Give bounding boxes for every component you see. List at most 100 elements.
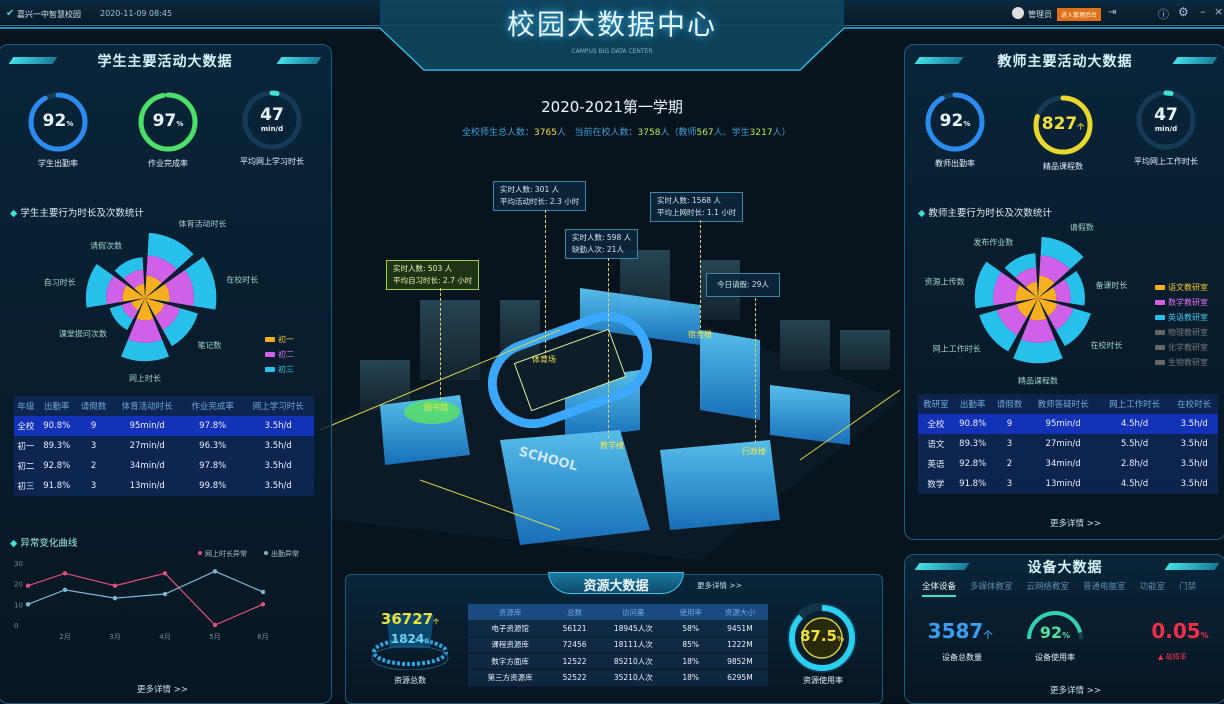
close-icon[interactable]: × [1214, 5, 1224, 18]
data-point[interactable] [260, 602, 266, 607]
data-point[interactable] [112, 583, 118, 588]
rose-segment[interactable] [85, 263, 114, 308]
device-tab[interactable]: 云网络教室 [1026, 582, 1070, 592]
rose-segment[interactable] [146, 255, 177, 283]
rose-segment[interactable] [121, 302, 139, 320]
table-row[interactable]: 电子资源馆 56121 18945人次 58% 9451M [468, 620, 768, 637]
admin-building-callout[interactable]: 今日请假: 29人 [706, 273, 780, 297]
rose-segment[interactable] [131, 298, 145, 311]
help-icon[interactable]: ⓘ [1158, 8, 1169, 21]
rose-segment[interactable] [134, 283, 145, 298]
rose-segment[interactable] [145, 283, 170, 303]
rose-segment[interactable] [1020, 318, 1056, 343]
rose-segment[interactable] [974, 261, 1002, 309]
data-point[interactable] [260, 589, 266, 595]
table-row[interactable]: 初三 91.8% 3 13min/d 99.8% 3.5h/d [14, 476, 314, 496]
rose-segment[interactable] [1016, 298, 1038, 318]
table-row[interactable]: 初二 92.8% 2 34min/d 97.8% 3.5h/d [14, 456, 314, 476]
rose-segment[interactable] [123, 269, 145, 289]
table-row[interactable]: 初一 89.3% 3 27min/d 96.3% 3.5h/d [14, 436, 314, 456]
rose-segment[interactable] [1013, 339, 1063, 364]
device-tab[interactable]: 多媒体教室 [970, 582, 1013, 592]
device-tab[interactable]: 全体设备 [922, 580, 957, 597]
table-row[interactable]: 数字方面库 12522 85210人次 18% 9852M [468, 653, 768, 670]
table-row[interactable]: 全校 90.8% 9 95min/d 4.5h/d 3.5h/d [918, 414, 1218, 434]
gear-icon[interactable]: ⚙ [1178, 5, 1189, 19]
rose-segment[interactable] [1038, 298, 1058, 316]
rose-segment[interactable] [1047, 303, 1074, 331]
rose-segment[interactable] [145, 275, 162, 298]
rose-segment[interactable] [979, 310, 1018, 352]
rose-segment[interactable] [1029, 298, 1047, 321]
rose-segment[interactable] [122, 285, 145, 302]
rose-segment[interactable] [1038, 275, 1055, 298]
library-callout[interactable]: 实时人数: 503 人平均自习时长: 2.7 小时 [386, 260, 480, 290]
rose-segment[interactable] [1015, 285, 1038, 302]
rose-segment[interactable] [1064, 270, 1085, 306]
device-tab[interactable]: 普通电脑室 [1083, 582, 1126, 592]
data-point[interactable] [212, 569, 218, 574]
rose-segment[interactable] [127, 318, 163, 343]
legend-label[interactable]: 物理教研室 [1168, 327, 1208, 337]
more-details-link[interactable]: 更多详情 >> [137, 685, 188, 695]
legend-label[interactable]: 英语教研室 [1168, 312, 1208, 322]
rose-segment[interactable] [996, 304, 1028, 336]
table-row[interactable]: 语文 89.3% 3 27min/d 5.5h/d 3.5h/d [918, 434, 1218, 454]
building-label-stadium[interactable]: 体育场 [532, 355, 556, 364]
table-row[interactable]: 英语 92.8% 2 34min/d 2.8h/d 3.5h/d [918, 454, 1218, 474]
more-details-link[interactable]: 更多详情 >> [1050, 686, 1101, 696]
logout-icon[interactable]: ⇥ [1108, 7, 1117, 18]
device-tab[interactable]: 功能室 [1139, 582, 1166, 592]
rose-segment[interactable] [154, 303, 181, 331]
rose-segment[interactable] [1004, 253, 1037, 278]
rose-segment[interactable] [993, 272, 1020, 306]
data-point[interactable] [162, 571, 168, 576]
building-label-dormitory[interactable]: 宿舍楼 [688, 330, 712, 339]
rose-segment[interactable] [1039, 255, 1070, 283]
rose-segment[interactable] [145, 298, 165, 316]
legend-label[interactable]: 语文教研室 [1168, 282, 1208, 292]
rose-segment[interactable] [1025, 281, 1038, 298]
rose-segment[interactable] [185, 256, 217, 310]
dormitory-callout[interactable]: 实时人数: 1568 人平均上网时长: 1.1 小时 [650, 192, 744, 222]
rose-segment[interactable] [121, 339, 169, 362]
table-row[interactable]: 全校 90.8% 9 95min/d 97.8% 3.5h/d [14, 416, 314, 436]
data-point[interactable] [62, 587, 68, 593]
more-details-link[interactable]: 更多详情 >> [1050, 519, 1101, 529]
user-name[interactable]: 管理员 [1028, 10, 1052, 19]
rose-segment[interactable] [1015, 267, 1038, 288]
data-point[interactable] [112, 595, 118, 601]
rose-segment[interactable] [1040, 236, 1084, 270]
avatar[interactable] [1012, 7, 1024, 19]
legend-label[interactable]: 生物教研室 [1168, 357, 1208, 367]
rose-segment[interactable] [165, 269, 194, 307]
legend-label[interactable]: 初一 [278, 334, 294, 344]
data-point[interactable] [162, 591, 168, 597]
rose-segment[interactable] [147, 232, 194, 270]
table-row[interactable]: 数学 91.8% 3 13min/d 4.5h/d 3.5h/d [918, 474, 1218, 494]
device-tab[interactable]: 门禁 [1179, 582, 1197, 592]
building-label-library[interactable]: 图书馆 [424, 403, 448, 412]
rose-segment[interactable] [1053, 279, 1071, 304]
building-label-teaching[interactable]: 教学楼 [600, 441, 624, 450]
data-point[interactable] [62, 571, 68, 576]
minimize-icon[interactable]: – [1200, 5, 1206, 18]
legend-label[interactable]: 初二 [278, 349, 294, 359]
teaching-building-callout[interactable]: 实时人数: 598 人缺勤人次: 21人 [565, 229, 639, 259]
table-row[interactable]: 课程资源库 72456 18111人次 85% 1222M [468, 636, 768, 654]
table-row[interactable]: 第三方资源库 52522 35210人次 18% 6295M [468, 669, 768, 687]
rose-segment[interactable] [1055, 308, 1091, 347]
rose-segment[interactable] [109, 304, 134, 331]
data-point[interactable] [25, 583, 31, 588]
legend-label[interactable]: 出勤异常 [271, 549, 299, 558]
legend-label[interactable]: 初三 [278, 364, 294, 374]
stadium-callout[interactable]: 实时人数: 301 人平均活动时长: 2.3 小时 [493, 181, 587, 211]
data-point[interactable] [25, 602, 31, 607]
data-point[interactable] [212, 622, 218, 628]
rose-segment[interactable] [162, 308, 198, 347]
legend-label[interactable]: 化学教研室 [1168, 342, 1208, 352]
admin-badge-button[interactable]: 进入管理后台 [1057, 8, 1102, 21]
legend-label[interactable]: 网上时长异常 [205, 549, 247, 558]
more-details-link[interactable]: 更多详情 >> [697, 581, 742, 590]
building-label-admin[interactable]: 行政楼 [742, 447, 766, 456]
